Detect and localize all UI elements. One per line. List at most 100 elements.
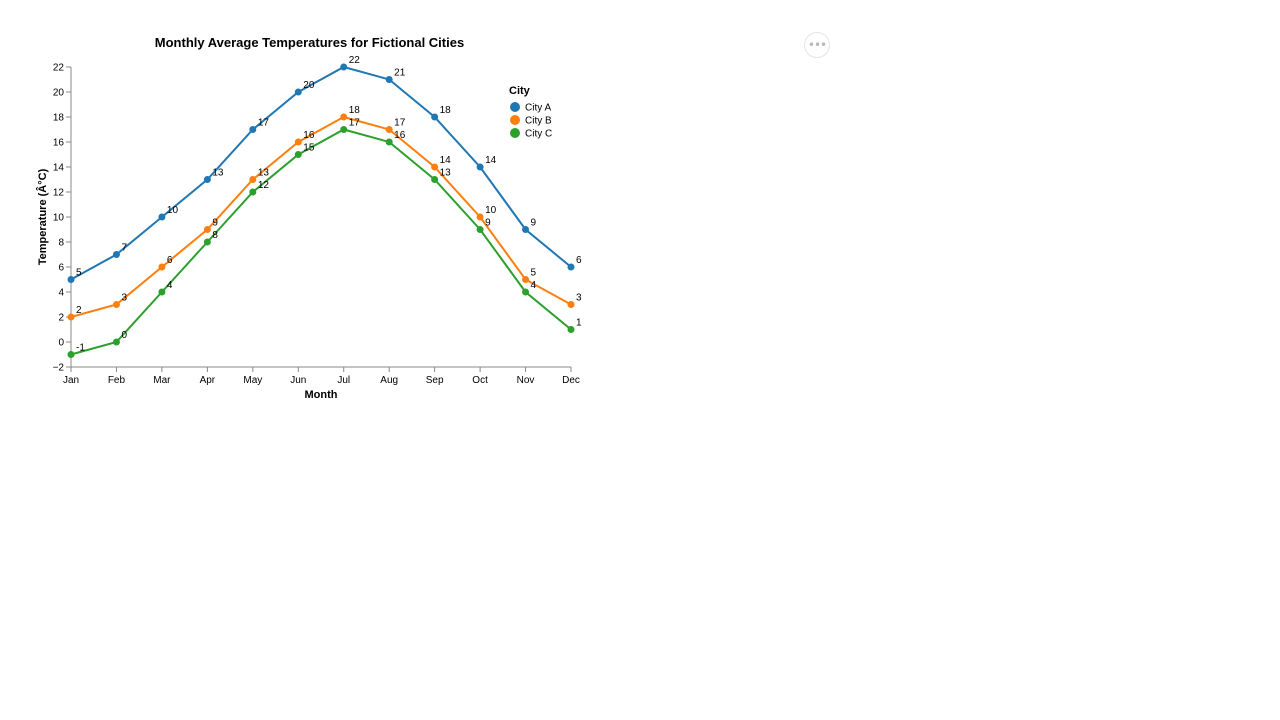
x-tick-label: Feb bbox=[108, 375, 126, 386]
data-label: 17 bbox=[258, 118, 270, 129]
data-label: 14 bbox=[440, 155, 452, 166]
data-point bbox=[522, 288, 530, 296]
x-tick-label: Oct bbox=[472, 375, 488, 386]
x-tick-label: Nov bbox=[517, 375, 535, 386]
data-point bbox=[431, 176, 439, 183]
data-label: 13 bbox=[258, 168, 270, 179]
x-tick-label: Mar bbox=[153, 375, 171, 386]
y-tick-label: 20 bbox=[53, 88, 65, 99]
legend-symbol bbox=[510, 128, 520, 138]
data-point bbox=[294, 88, 302, 96]
y-tick-label: 8 bbox=[58, 238, 64, 249]
x-tick-label: Sep bbox=[426, 375, 444, 386]
chart-title: Monthly Average Temperatures for Fiction… bbox=[155, 35, 464, 50]
data-label: 14 bbox=[485, 155, 497, 166]
data-label: 3 bbox=[576, 293, 582, 304]
series-city-b: 2 3 6 9 13 16 18 17 14 10 5 3 bbox=[67, 105, 582, 321]
x-tick-label: Aug bbox=[380, 375, 398, 386]
x-tick-label: Jan bbox=[63, 375, 79, 386]
data-point bbox=[112, 338, 120, 346]
data-label: 9 bbox=[531, 218, 537, 229]
y-tick-label: 2 bbox=[58, 313, 64, 324]
legend-label: City A bbox=[525, 103, 551, 114]
data-label: 5 bbox=[76, 268, 82, 279]
y-tick-label: 6 bbox=[58, 263, 64, 274]
data-label: 22 bbox=[349, 55, 361, 66]
data-point bbox=[158, 213, 166, 221]
data-point bbox=[112, 301, 120, 308]
data-point bbox=[522, 226, 530, 233]
data-label: 5 bbox=[531, 268, 537, 279]
data-label: 3 bbox=[121, 293, 127, 304]
data-label: 9 bbox=[212, 218, 218, 229]
legend-label: City B bbox=[525, 116, 552, 127]
data-label: 12 bbox=[258, 180, 270, 191]
data-point bbox=[476, 226, 484, 233]
data-label: 9 bbox=[485, 218, 491, 229]
data-point bbox=[522, 276, 530, 283]
data-label: 7 bbox=[121, 243, 127, 254]
data-point bbox=[294, 151, 302, 158]
legend-symbol bbox=[510, 102, 520, 112]
y-tick-label: 10 bbox=[53, 213, 65, 224]
y-axis-title: Temperature (Â°C) bbox=[36, 168, 49, 265]
chart-actions-menu-button[interactable]: ••• bbox=[804, 32, 830, 58]
data-label: 18 bbox=[440, 105, 452, 116]
x-tick-label: Apr bbox=[200, 375, 216, 386]
data-point bbox=[340, 126, 348, 133]
data-point bbox=[203, 238, 211, 246]
y-tick-label: −2 bbox=[53, 363, 65, 374]
series-layer: 57101317202221181496236913161817141053-1… bbox=[67, 55, 582, 358]
legend: City City A City B City C bbox=[509, 85, 552, 140]
data-point bbox=[203, 176, 211, 183]
y-tick-label: 14 bbox=[53, 163, 65, 174]
y-tick-label: 12 bbox=[53, 188, 65, 199]
data-point bbox=[567, 263, 575, 271]
data-point bbox=[249, 176, 257, 183]
data-label: 2 bbox=[76, 305, 82, 316]
legend-title: City bbox=[509, 85, 531, 97]
x-tick-label: Dec bbox=[562, 375, 580, 386]
legend-symbol bbox=[510, 115, 520, 125]
legend-label: City C bbox=[525, 129, 552, 140]
series-city-a: 5 7 10 13 17 20 22 21 18 14 9 6 bbox=[67, 55, 582, 283]
data-label: -1 bbox=[76, 343, 85, 354]
x-axis: Jan Feb Mar Apr May Jun Jul Aug Sep Oct Nov Dec bbox=[63, 366, 580, 386]
data-point bbox=[476, 163, 484, 171]
data-label: 20 bbox=[303, 80, 315, 91]
y-axis: −2 0 2 4 6 8 10 12 14 16 18 20 22 bbox=[53, 63, 72, 374]
data-point bbox=[203, 226, 211, 233]
data-point bbox=[158, 288, 166, 296]
data-point bbox=[385, 126, 393, 133]
data-point bbox=[112, 251, 120, 258]
data-point bbox=[249, 188, 257, 196]
data-point bbox=[567, 301, 575, 308]
data-label: 13 bbox=[212, 168, 224, 179]
data-label: 18 bbox=[349, 105, 361, 116]
series-line bbox=[70, 65, 572, 281]
y-tick-label: 18 bbox=[53, 113, 65, 124]
data-label: 4 bbox=[531, 280, 537, 291]
data-label: 6 bbox=[167, 255, 173, 266]
x-tick-label: Jun bbox=[290, 375, 306, 386]
data-point bbox=[67, 313, 75, 321]
y-tick-label: 0 bbox=[58, 338, 64, 349]
data-point bbox=[249, 126, 257, 133]
data-point bbox=[67, 276, 75, 283]
data-label: 10 bbox=[485, 205, 497, 216]
data-label: 1 bbox=[576, 318, 582, 329]
data-point bbox=[385, 138, 393, 146]
x-tick-label: Jul bbox=[337, 375, 350, 386]
x-axis-title: Month bbox=[305, 389, 338, 401]
data-point bbox=[158, 263, 166, 271]
ellipsis-icon: ••• bbox=[807, 38, 827, 52]
data-point bbox=[67, 351, 75, 358]
data-point bbox=[294, 138, 302, 146]
data-point bbox=[340, 63, 348, 71]
data-label: 13 bbox=[440, 168, 452, 179]
y-tick-label: 22 bbox=[53, 63, 65, 74]
data-label: 17 bbox=[394, 118, 406, 129]
data-point bbox=[431, 163, 439, 171]
data-label: 16 bbox=[394, 130, 406, 141]
